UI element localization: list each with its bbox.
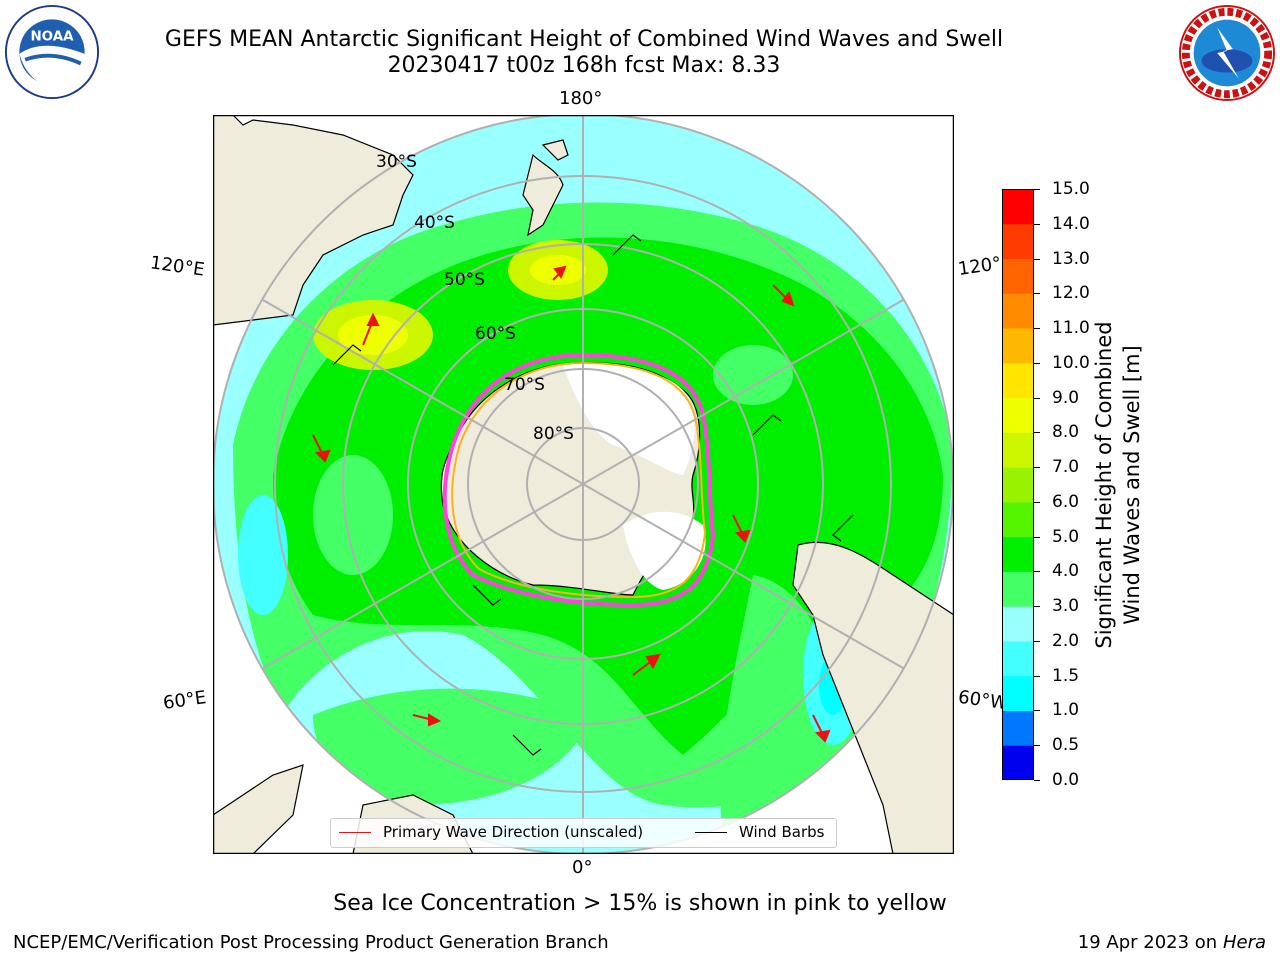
colorbar-band (1002, 745, 1034, 780)
wave-direction-swatch (339, 832, 371, 833)
colorbar-tick-label: 0.0 (1052, 770, 1080, 790)
map-legend: Primary Wave Direction (unscaled) Wind B… (330, 818, 837, 848)
noaa-logo: NOAA (4, 4, 100, 100)
colorbar (1002, 189, 1034, 780)
lon-label-left-lower: 60°E (161, 687, 208, 714)
colorbar-tick (1034, 467, 1040, 469)
map-subtitle: 20230417 t00z 168h fcst Max: 8.33 (387, 53, 781, 78)
colorbar-tick-label: 1.0 (1052, 700, 1080, 721)
colorbar-band (1002, 397, 1034, 433)
colorbar-tick-label: 15.0 (1052, 179, 1090, 199)
sea-ice-note: Sea Ice Concentration > 15% is shown in … (333, 891, 947, 916)
map-title: GEFS MEAN Antarctic Significant Height o… (164, 27, 1004, 52)
lat-label-60: 60°S (475, 324, 516, 344)
colorbar-label-line1: Significant Height of Combined (1092, 321, 1116, 649)
wave-direction-arrows (312, 265, 831, 743)
colorbar-tick (1034, 397, 1040, 399)
colorbar-tick-label: 1.5 (1052, 665, 1080, 686)
footer-credit: NCEP/EMC/Verification Post Processing Pr… (13, 932, 609, 953)
wind-barb-swatch (695, 832, 727, 833)
colorbar-band (1002, 258, 1034, 294)
lon-label-bottom: 0° (572, 857, 593, 878)
colorbar-band (1002, 189, 1034, 225)
footer-date-text: 19 Apr 2023 on (1077, 932, 1223, 953)
lat-label-50: 50°S (444, 270, 485, 290)
colorbar-tick (1034, 501, 1040, 503)
colorbar-tick (1034, 710, 1040, 712)
colorbar-tick-label: 7.0 (1052, 457, 1080, 478)
colorbar-tick-label: 0.5 (1052, 735, 1080, 756)
colorbar-band (1002, 328, 1034, 364)
colorbar-tick (1034, 432, 1040, 434)
lat-label-40: 40°S (414, 213, 455, 233)
colorbar-band (1002, 293, 1034, 329)
colorbar-tick-label: 8.0 (1052, 422, 1080, 443)
colorbar-tick (1034, 258, 1040, 260)
colorbar-band (1002, 432, 1034, 468)
polar-map (213, 115, 954, 854)
colorbar-tick (1034, 189, 1040, 190)
colorbar-band (1002, 467, 1034, 503)
lat-label-70: 70°S (504, 375, 545, 395)
lon-label-top: 180° (559, 88, 603, 109)
colorbar-band (1002, 501, 1034, 538)
land (213, 115, 954, 854)
colorbar-border (1002, 189, 1034, 780)
footer-date: 19 Apr 2023 on Hera (1078, 932, 1266, 953)
legend-wave-label: Primary Wave Direction (unscaled) (383, 823, 644, 841)
lon-label-right-upper: 120° (956, 253, 1003, 280)
colorbar-band (1002, 536, 1034, 572)
footer-host: Hera (1222, 932, 1266, 953)
wind-barbs (332, 234, 854, 756)
colorbar-band (1002, 362, 1034, 399)
colorbar-tick (1034, 745, 1040, 747)
colorbar-tick (1034, 223, 1040, 225)
colorbar-tick-label: 3.0 (1052, 596, 1080, 617)
colorbar-tick-label: 11.0 (1052, 318, 1090, 339)
noaa-logo-text: NOAA (30, 29, 74, 44)
colorbar-tick (1034, 328, 1040, 330)
colorbar-tick (1034, 640, 1040, 642)
colorbar-tick (1034, 293, 1040, 295)
colorbar-tick-label: 10.0 (1052, 352, 1090, 373)
colorbar-tick (1034, 362, 1040, 364)
lon-label-left-upper: 120°E (148, 252, 206, 281)
colorbar-tick-label: 6.0 (1052, 491, 1080, 512)
lat-label-80: 80°S (533, 424, 574, 444)
colorbar-tick-label: 14.0 (1052, 213, 1090, 234)
colorbar-band (1002, 640, 1034, 677)
colorbar-tick-label: 12.0 (1052, 283, 1090, 304)
colorbar-tick-label: 5.0 (1052, 526, 1080, 547)
nws-logo (1178, 4, 1276, 102)
legend-wind-label: Wind Barbs (739, 823, 825, 841)
colorbar-tick (1034, 606, 1040, 608)
colorbar-band (1002, 223, 1034, 260)
colorbar-band (1002, 675, 1034, 711)
colorbar-tick-label: 9.0 (1052, 387, 1080, 408)
lat-label-30: 30°S (376, 152, 417, 172)
colorbar-label-line2: Wind Waves and Swell [m] (1120, 345, 1144, 625)
sea-ice-edge (442, 352, 716, 608)
colorbar-tick (1034, 675, 1040, 677)
colorbar-tick-label: 4.0 (1052, 561, 1080, 582)
colorbar-label: Significant Height of Combined Wind Wave… (1090, 275, 1146, 695)
colorbar-band (1002, 571, 1034, 607)
colorbar-tick (1034, 780, 1040, 781)
colorbar-tick (1034, 571, 1040, 573)
colorbar-band (1002, 606, 1034, 642)
colorbar-tick-label: 2.0 (1052, 630, 1080, 651)
colorbar-tick (1034, 536, 1040, 538)
colorbar-tick-label: 13.0 (1052, 248, 1090, 269)
colorbar-band (1002, 710, 1034, 746)
